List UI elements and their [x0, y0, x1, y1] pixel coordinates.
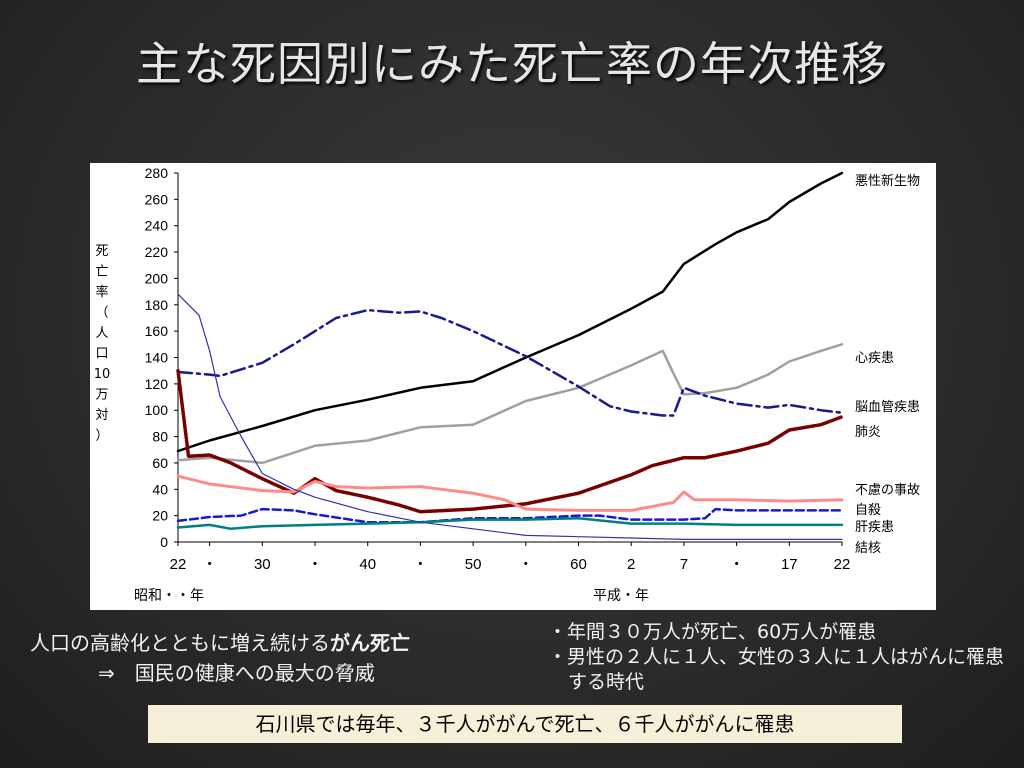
x-tick-label: 30	[254, 556, 271, 573]
series-line	[176, 517, 844, 531]
y-axis-label-char: 率	[95, 284, 108, 300]
notes-left-bold: がん死亡	[330, 631, 410, 655]
y-axis-label-char: 対	[95, 408, 108, 423]
series-line	[176, 343, 844, 465]
mortality-line-chart: 020406080100120140160180200220240260280死…	[94, 165, 920, 604]
era-label-showa: 昭和・・年	[134, 588, 204, 604]
notes-right-bullet-2: ・男性の２人に１人、女性の３人に１人はがんに罹患する時代	[548, 646, 1005, 693]
x-tick-label: ・	[729, 556, 744, 573]
notes-left: 人口の高齢化とともに増え続けるがん死亡 ⇒ 国民の健康への最大の脅威	[30, 628, 530, 688]
series-legend-label: 肝疾患	[855, 520, 894, 535]
y-tick-label: 120	[145, 376, 169, 392]
series-line	[176, 308, 844, 417]
slide-title: 主な死因別にみた死亡率の年次推移	[136, 37, 888, 91]
notes-left-line1: 人口の高齢化とともに増え続けるがん死亡	[30, 628, 530, 658]
y-tick-label: 20	[152, 508, 168, 524]
y-axis-label-char: 人	[95, 326, 108, 341]
x-tick-label: 17	[781, 556, 798, 573]
series-line	[177, 293, 843, 540]
era-label-heisei: 平成・年	[593, 588, 649, 604]
x-tick-label: ・	[413, 556, 428, 573]
x-tick-label: ・	[518, 556, 533, 573]
y-tick-label: 200	[145, 270, 169, 286]
notes-left-prefix: 人口の高齢化とともに増え続ける	[30, 631, 330, 655]
y-axis-label-char: （	[95, 306, 108, 321]
x-tick-label: 22	[834, 556, 851, 573]
x-tick-label: 22	[170, 556, 187, 573]
series-legend-label: 脳血管疾患	[855, 400, 920, 415]
y-axis-label-char: 10	[94, 367, 111, 382]
notes-right: ・年間３０万人が死亡、60万人が罹患 ・男性の２人に１人、女性の３人に１人はがん…	[548, 620, 1008, 695]
series-line	[176, 171, 844, 453]
series-line-core	[177, 369, 843, 513]
y-axis-label-char: ）	[95, 429, 108, 444]
y-axis-label-char: 口	[95, 347, 108, 362]
series-legend-label: 自殺	[855, 503, 881, 518]
x-tick-label: ・	[202, 556, 217, 573]
y-tick-label: 40	[152, 481, 168, 497]
series-legend-label: 悪性新生物	[855, 173, 920, 189]
y-tick-label: 0	[160, 534, 168, 550]
y-tick-label: 160	[145, 323, 169, 339]
series-legend-label: 肺炎	[855, 425, 881, 440]
y-axis-label-char: 万	[95, 388, 108, 403]
series-line	[176, 507, 844, 524]
series-legend-label: 心疾患	[855, 351, 894, 366]
y-tick-label: 80	[152, 429, 168, 445]
bottom-callout-box: 石川県では毎年、３千人ががんで死亡、６千人ががんに罹患	[148, 705, 902, 743]
y-tick-label: 260	[145, 191, 169, 207]
chart-panel: 0 20 40 60 80 100 120 140 160 180 200 220 240 260 280 死…	[90, 163, 936, 610]
series-legend-label: 不慮の事故	[855, 483, 920, 498]
x-tick-label: 40	[359, 556, 376, 573]
y-axis-label-char: 亡	[95, 265, 108, 280]
series-legend-label: 結核	[855, 541, 881, 556]
notes-right-bullet-1: ・年間３０万人が死亡、60万人が罹患	[548, 621, 877, 643]
y-tick-label: 100	[145, 402, 169, 418]
x-tick-label: 2	[627, 556, 635, 573]
x-tick-label: 50	[465, 556, 482, 573]
x-tick-label: 7	[680, 556, 688, 573]
x-tick-label: 60	[570, 556, 587, 573]
x-tick-label: ・	[308, 556, 323, 573]
notes-left-line2: ⇒ 国民の健康への最大の脅威	[98, 661, 375, 685]
y-tick-label: 60	[152, 455, 168, 471]
y-tick-label: 140	[145, 350, 169, 366]
y-tick-label: 280	[145, 165, 169, 181]
y-tick-label: 180	[145, 297, 169, 313]
y-tick-label: 240	[145, 218, 169, 234]
y-tick-label: 220	[145, 244, 169, 260]
y-axis-label-char: 死	[95, 244, 108, 259]
